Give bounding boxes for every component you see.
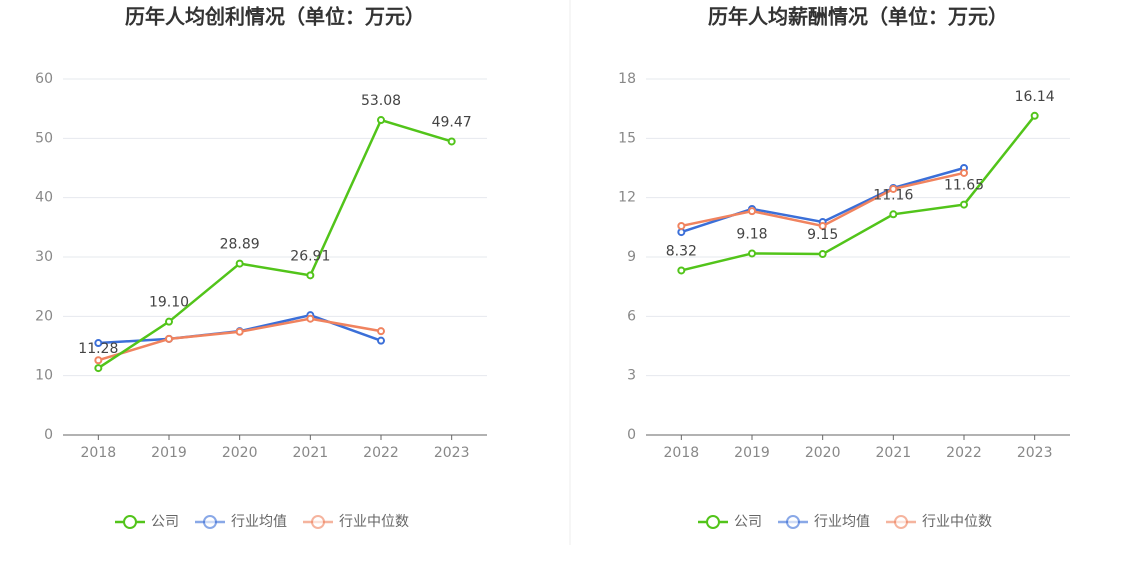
point — [748, 207, 756, 216]
point — [960, 168, 968, 177]
x-tick-label: 2020 — [222, 445, 258, 461]
x-tick-label: 2020 — [805, 445, 841, 461]
point — [818, 221, 827, 230]
data-label: 19.10 — [149, 295, 189, 311]
legend-marker — [203, 515, 217, 529]
data-label: 8.32 — [666, 243, 697, 259]
legend-label: 公司 — [151, 514, 179, 530]
data-label: 53.08 — [361, 93, 401, 109]
y-tick-label: 15 — [618, 130, 636, 146]
point — [235, 259, 244, 268]
x-tick-label: 2021 — [876, 445, 912, 461]
point — [306, 271, 315, 280]
legend-label: 行业中位数 — [922, 514, 992, 530]
legend-marker — [311, 515, 325, 529]
point — [677, 228, 686, 237]
legend-label: 行业均值 — [231, 514, 287, 530]
point — [94, 356, 103, 365]
x-tick-label: 2022 — [363, 445, 399, 461]
x-tick-label: 2019 — [734, 445, 770, 461]
data-label: 16.14 — [1015, 89, 1055, 105]
legend-marker — [123, 515, 137, 529]
chart-title: 历年人均创利情况（单位：万元） — [125, 5, 425, 29]
y-tick-label: 40 — [35, 190, 53, 206]
x-tick-label: 2022 — [946, 445, 982, 461]
data-label: 9.18 — [736, 226, 767, 242]
y-tick-label: 3 — [627, 368, 636, 384]
legend-marker — [706, 515, 720, 529]
series-line — [97, 118, 453, 370]
legend-label: 行业均值 — [814, 514, 870, 530]
y-tick-label: 50 — [35, 130, 53, 146]
legend-marker — [786, 515, 800, 529]
y-tick-label: 60 — [35, 71, 53, 87]
point — [889, 210, 898, 219]
point — [1030, 111, 1039, 120]
point — [377, 336, 385, 345]
y-tick-label: 18 — [618, 71, 636, 87]
point — [677, 221, 686, 230]
y-tick-label: 6 — [627, 308, 636, 324]
point — [165, 317, 173, 326]
y-tick-label: 0 — [44, 427, 53, 443]
point — [960, 200, 968, 209]
point — [447, 137, 456, 146]
y-tick-label: 12 — [618, 190, 636, 206]
y-tick-label: 20 — [35, 308, 53, 324]
point — [306, 314, 315, 323]
y-tick-label: 30 — [35, 249, 53, 265]
point — [377, 327, 385, 336]
data-label: 11.28 — [78, 341, 118, 357]
x-tick-label: 2018 — [664, 445, 700, 461]
point — [235, 327, 244, 336]
point — [889, 184, 898, 193]
data-label: 28.89 — [220, 237, 260, 253]
point — [94, 339, 103, 348]
data-label: 49.47 — [432, 114, 472, 130]
y-tick-label: 0 — [627, 427, 636, 443]
point — [748, 249, 756, 258]
x-tick-label: 2021 — [293, 445, 329, 461]
y-tick-label: 9 — [627, 249, 636, 265]
point — [94, 364, 103, 373]
legend-label: 公司 — [734, 514, 762, 530]
data-label: 26.91 — [290, 248, 330, 264]
x-tick-label: 2018 — [81, 445, 117, 461]
legend-label: 行业中位数 — [339, 514, 409, 530]
data-label: 11.16 — [873, 187, 913, 203]
y-tick-label: 10 — [35, 368, 53, 384]
point — [377, 116, 385, 125]
x-tick-label: 2019 — [151, 445, 187, 461]
point — [818, 250, 827, 259]
x-tick-label: 2023 — [434, 445, 470, 461]
data-label: 9.15 — [807, 227, 838, 243]
point — [677, 266, 686, 275]
x-tick-label: 2023 — [1017, 445, 1053, 461]
series-line — [681, 115, 1036, 272]
chart-title: 历年人均薪酬情况（单位：万元） — [708, 5, 1008, 29]
legend-marker — [894, 515, 908, 529]
data-label: 11.65 — [944, 178, 984, 194]
point — [165, 334, 173, 343]
